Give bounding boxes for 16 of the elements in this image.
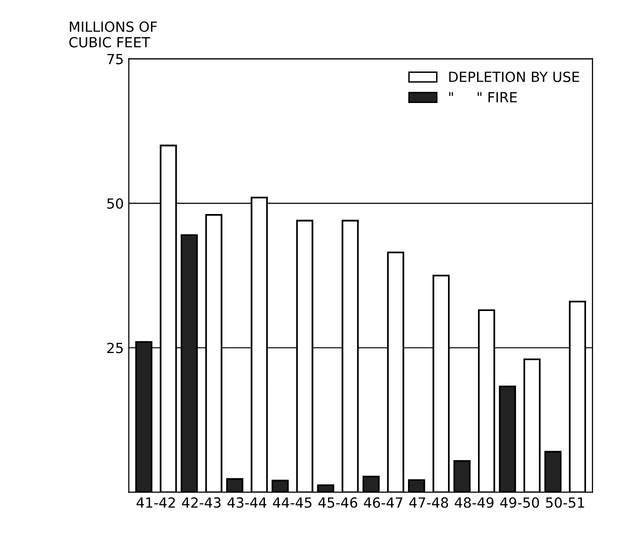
x-tick-label: 41-42 — [136, 497, 175, 508]
x-tick-label: 45-46 — [318, 497, 358, 508]
y-tick-label: 50 — [107, 198, 124, 209]
x-tick-label: 50-51 — [546, 497, 584, 508]
x-tick-label: 48-49 — [454, 497, 494, 508]
y-tick-label: 75 — [107, 54, 123, 64]
y-tick-label: 25 — [107, 342, 123, 354]
legend-label: " " FIRE — [449, 92, 517, 102]
x-tick-label: 42-43 — [182, 497, 221, 508]
x-tick-label: 46-47 — [364, 497, 402, 508]
x-tick-label: 43-44 — [227, 497, 266, 508]
x-tick-label: 49-50 — [500, 497, 540, 508]
x-tick-label: 47-48 — [409, 497, 448, 508]
x-tick-label: 44-45 — [272, 497, 312, 508]
legend-label: DEPLETION BY USE — [449, 72, 580, 82]
y-axis-title: MILLIONS OF CUBIC FEET — [69, 21, 157, 48]
